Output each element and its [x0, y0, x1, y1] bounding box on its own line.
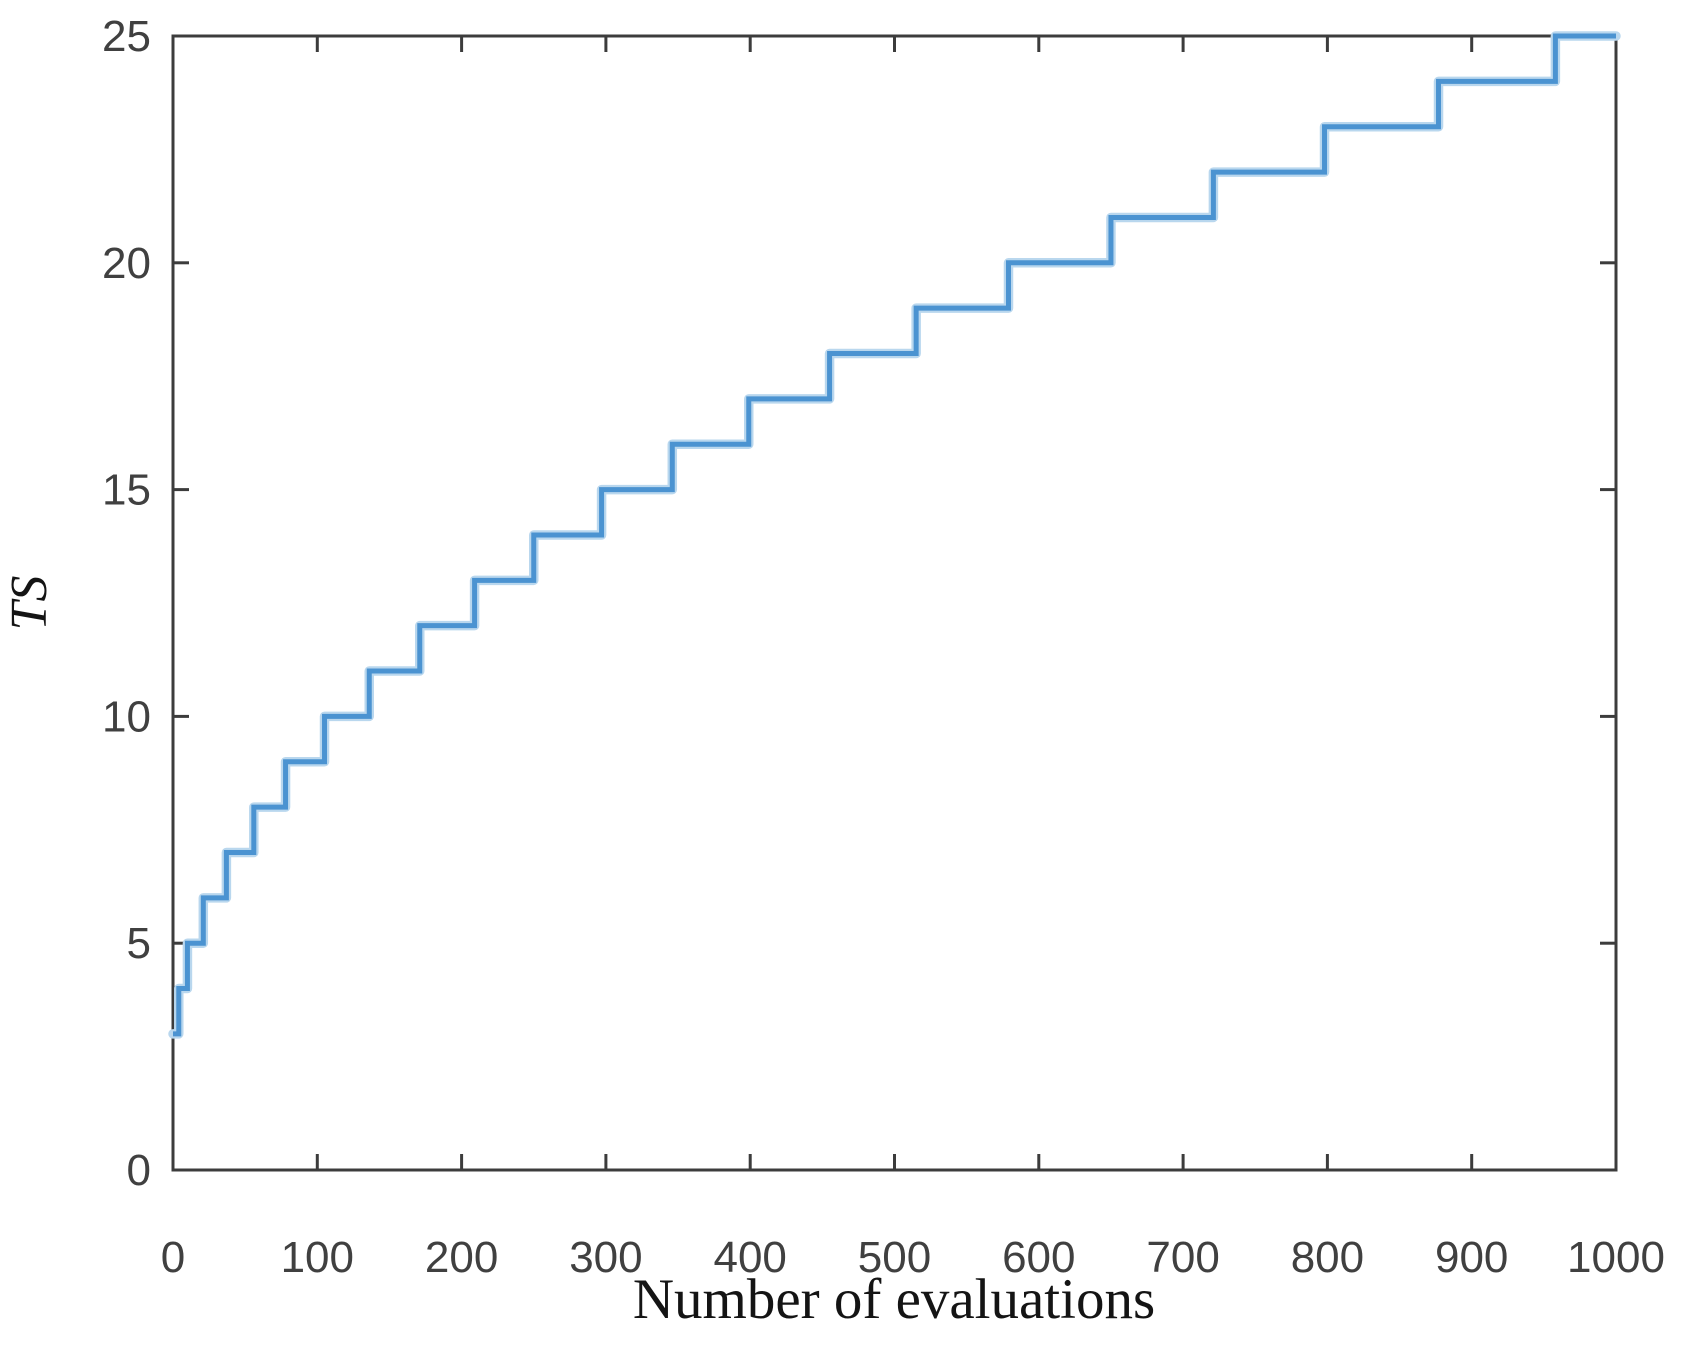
plot-area: 0 100 200 300 400 500 600 700 800 900 1000 0 5 10 15 20…	[102, 12, 1665, 1282]
y-tick-label: 15	[102, 466, 151, 515]
x-tick-label: 1000	[1567, 1233, 1665, 1282]
series-line-halo	[168, 31, 1621, 1039]
y-axis-label: TS	[1, 576, 58, 631]
series-line	[173, 33, 1616, 1037]
x-tick-label: 800	[1291, 1233, 1364, 1282]
y-tick-label: 0	[127, 1146, 151, 1195]
x-tick-label: 400	[713, 1233, 786, 1282]
y-tick-label: 5	[127, 919, 151, 968]
x-tick-label: 700	[1146, 1233, 1219, 1282]
y-tick-label: 25	[102, 12, 151, 61]
x-tick-label: 900	[1435, 1233, 1508, 1282]
x-tick-label: 500	[858, 1233, 931, 1282]
axes-box	[171, 34, 1618, 1172]
x-tick-label: 300	[569, 1233, 642, 1282]
x-tick-label: 200	[425, 1233, 498, 1282]
x-axis-label: Number of evaluations	[633, 1268, 1155, 1331]
y-tick-label: 20	[102, 239, 151, 288]
x-tick-label: 0	[161, 1233, 185, 1282]
x-tick-label: 600	[1002, 1233, 1075, 1282]
x-tick-label: 100	[281, 1233, 354, 1282]
y-tick-label: 10	[102, 692, 151, 741]
